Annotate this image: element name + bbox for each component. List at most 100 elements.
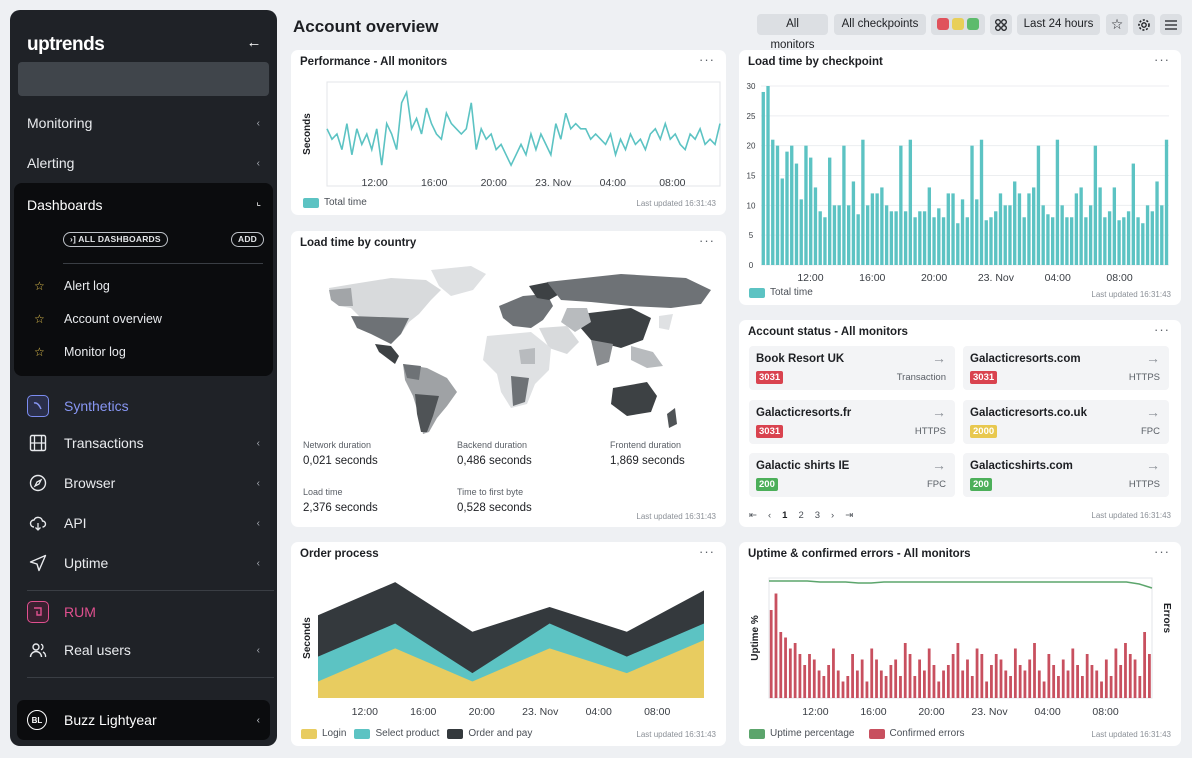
metric-network-duration: Network duration 0,021 seconds xyxy=(303,440,378,467)
sidebar-section-synthetics[interactable]: Synthetics xyxy=(10,387,277,425)
all-dashboards-button[interactable]: ›] ALL DASHBOARDS xyxy=(63,232,168,247)
error-bar xyxy=(1114,648,1118,698)
bar xyxy=(975,199,979,265)
status-badge: 200 xyxy=(970,478,992,491)
uptrends-logo[interactable]: uptrends xyxy=(27,34,105,55)
monitor-name: Galactic shirts IE xyxy=(756,460,850,472)
error-bar xyxy=(855,670,859,698)
legend-item[interactable]: Order and pay xyxy=(447,728,532,739)
favorite-label: Account overview xyxy=(64,312,162,326)
all-monitors-filter[interactable]: All monitors xyxy=(757,14,828,51)
error-bar xyxy=(927,648,931,698)
next-page-button[interactable]: › xyxy=(831,510,835,521)
page-3-button[interactable]: 3 xyxy=(814,510,821,521)
sidebar-item-api[interactable]: API ‹ xyxy=(10,504,277,542)
favorite-star-icon[interactable]: ☆ xyxy=(1106,14,1128,35)
legend-label: Total time xyxy=(324,197,367,208)
page-2-button[interactable]: 2 xyxy=(798,510,804,521)
bar xyxy=(1112,187,1117,265)
legend-item[interactable]: Confirmed errors xyxy=(868,728,965,739)
sidebar-item-alerting[interactable]: Alerting ‹ xyxy=(10,144,277,182)
settings-gear-icon[interactable] xyxy=(1133,14,1155,35)
x-tick-label: 04:00 xyxy=(1045,272,1071,284)
monitor-type: HTTPS xyxy=(1128,372,1160,383)
monitor-card[interactable]: Galactic shirts IE → 200 FPC xyxy=(749,453,955,497)
prev-page-button[interactable]: ‹ xyxy=(767,510,772,521)
legend-item[interactable]: Uptime percentage xyxy=(749,728,855,739)
sidebar-item-browser[interactable]: Browser ‹ xyxy=(10,464,277,502)
area-login xyxy=(318,640,704,698)
sidebar-item-dashboards[interactable]: Dashboards xyxy=(27,197,103,213)
bar xyxy=(979,139,984,265)
monitor-type: Transaction xyxy=(896,372,946,383)
error-bar xyxy=(1148,654,1151,698)
sidebar-search-input[interactable] xyxy=(18,62,269,96)
bar xyxy=(766,86,770,265)
error-bar xyxy=(913,676,917,698)
metric-ttfb: Time to first byte 0,528 seconds xyxy=(457,487,532,514)
status-badge: 2000 xyxy=(970,425,998,438)
x-tick-label: 23. Nov xyxy=(535,177,572,189)
monitor-name: Book Resort UK xyxy=(756,353,845,365)
bar xyxy=(1036,145,1041,265)
chevron-left-icon: ‹ xyxy=(256,557,260,569)
sidebar-item-monitoring[interactable]: Monitoring ‹ xyxy=(10,104,277,142)
more-options-icon[interactable]: ··· xyxy=(699,544,715,559)
monitor-card[interactable]: Galacticresorts.co.uk → 2000 FPC xyxy=(963,400,1169,444)
divider xyxy=(27,590,274,591)
error-bar xyxy=(946,665,950,698)
more-options-icon[interactable]: ··· xyxy=(1154,322,1170,337)
monitor-card[interactable]: Galacticresorts.com → 3031 HTTPS xyxy=(963,346,1169,390)
first-page-button[interactable]: ⇤ xyxy=(749,510,757,521)
error-bar xyxy=(1037,670,1041,698)
status-filter[interactable] xyxy=(931,14,985,35)
page-title: Account overview xyxy=(293,17,439,36)
bar xyxy=(799,199,803,265)
more-options-icon[interactable]: ··· xyxy=(699,52,715,67)
favorite-dashboard[interactable]: ☆ Alert log xyxy=(34,279,110,293)
sidebar-item-uptime[interactable]: Uptime ‹ xyxy=(10,544,277,582)
user-menu[interactable]: BL Buzz Lightyear ‹ xyxy=(17,700,270,740)
legend-item[interactable]: Total time xyxy=(749,287,813,298)
bar xyxy=(994,211,998,265)
monitor-type: FPC xyxy=(927,479,946,490)
monitor-card[interactable]: Galacticresorts.fr → 3031 HTTPS xyxy=(749,400,955,444)
chevron-up-icon[interactable]: ⌞ xyxy=(256,197,261,208)
collapse-sidebar-icon[interactable]: ← xyxy=(246,34,262,51)
metric-label: Load time xyxy=(303,487,343,497)
sidebar-item-transactions[interactable]: Transactions ‹ xyxy=(10,424,277,462)
error-bar xyxy=(942,670,945,698)
sidebar-section-rum[interactable]: RUM xyxy=(10,593,277,631)
monitor-card[interactable]: Book Resort UK → 3031 Transaction xyxy=(749,346,955,390)
add-dashboard-button[interactable]: ADD xyxy=(231,232,265,247)
monitor-card[interactable]: Galacticshirts.com → 200 HTTPS xyxy=(963,453,1169,497)
x-tick-label: 16:00 xyxy=(860,706,886,718)
sidebar-item-real-users[interactable]: Real users ‹ xyxy=(10,631,277,669)
page-1-button[interactable]: 1 xyxy=(782,510,788,521)
error-bar xyxy=(975,648,979,698)
favorite-dashboard[interactable]: ☆ Monitor log xyxy=(34,345,126,359)
last-page-button[interactable]: ⇥ xyxy=(845,510,854,521)
menu-hamburger-icon[interactable] xyxy=(1160,14,1182,35)
bar xyxy=(1008,205,1012,265)
error-bar xyxy=(1090,665,1094,698)
all-checkpoints-filter[interactable]: All checkpoints xyxy=(834,14,926,35)
error-bar xyxy=(1104,659,1108,698)
legend-item[interactable]: Total time xyxy=(303,197,367,208)
bar xyxy=(1164,139,1169,265)
legend-item[interactable]: Login xyxy=(301,728,346,739)
compass-icon xyxy=(27,472,49,494)
layout-grid-icon[interactable] xyxy=(990,14,1012,35)
checkpoint-panel: Load time by checkpoint ··· 0 5 10 15 20 25 30… xyxy=(739,50,1181,305)
error-bar xyxy=(1133,659,1137,698)
more-options-icon[interactable]: ··· xyxy=(699,233,715,248)
more-options-icon[interactable]: ··· xyxy=(1154,544,1170,559)
favorite-dashboard[interactable]: ☆ Account overview xyxy=(34,312,162,326)
y-tick-label: 0 xyxy=(749,261,754,270)
more-options-icon[interactable]: ··· xyxy=(1154,52,1170,67)
legend-item[interactable]: Select product xyxy=(354,728,439,739)
status-swatch-ok xyxy=(967,18,979,30)
time-range-selector[interactable]: Last 24 hours xyxy=(1017,14,1100,35)
error-bar xyxy=(951,654,955,698)
world-map[interactable] xyxy=(291,256,726,436)
